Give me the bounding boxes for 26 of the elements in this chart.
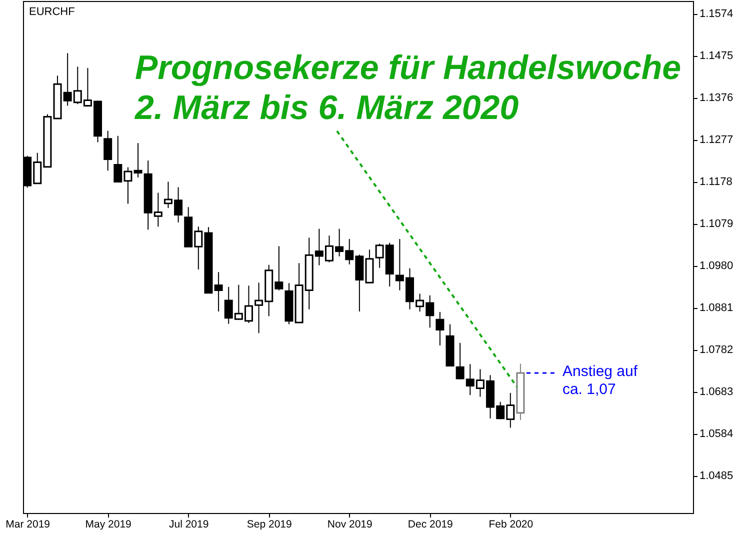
candlestick <box>104 130 112 172</box>
x-tick-label: Nov 2019 <box>327 518 373 530</box>
y-tick-label: 1.0584 <box>700 428 734 440</box>
y-tick-label: 1.0881 <box>700 302 734 314</box>
annotation: Prognosekerze für Handelswoche 2. März bis 6. März 2020 <box>134 49 682 127</box>
candlestick <box>134 142 142 178</box>
y-tick-label: 1.0683 <box>700 386 734 398</box>
y-tick-label: 1.1079 <box>700 218 734 230</box>
y-tick-label: 1.1475 <box>700 50 734 62</box>
y-tick-label: 1.1178 <box>700 176 732 188</box>
x-tick-label: Sep 2019 <box>246 518 292 530</box>
y-tick-label: 1.1574 <box>700 8 734 20</box>
x-tick-label: Dec 2019 <box>408 518 454 530</box>
chart-title: EURCHF <box>29 6 76 18</box>
annotation: Anstieg auf ca. 1,07 <box>562 363 638 398</box>
x-tick-label: Mar 2019 <box>6 518 50 530</box>
y-tick-label: 1.1376 <box>700 92 734 104</box>
y-tick-label: 1.1277 <box>700 134 734 146</box>
x-tick-label: May 2019 <box>85 518 132 530</box>
candlestick <box>214 272 223 312</box>
x-tick-label: Jul 2019 <box>168 518 209 530</box>
y-tick-label: 1.0485 <box>700 470 734 482</box>
y-tick-label: 1.0782 <box>700 344 734 356</box>
x-tick-label: Feb 2020 <box>488 518 534 530</box>
y-tick-label: 1.0980 <box>700 260 734 272</box>
candlestick <box>436 311 444 346</box>
